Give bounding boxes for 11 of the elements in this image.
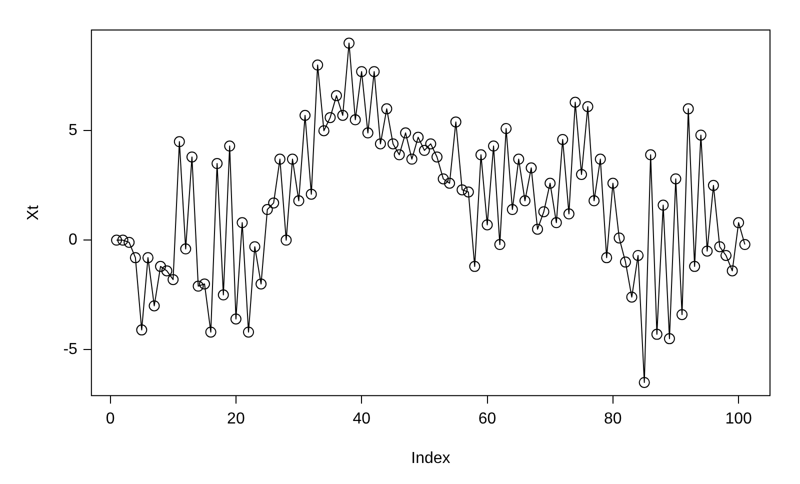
x-tick-label: 100 [725, 410, 752, 428]
y-tick-label: -5 [63, 341, 78, 358]
x-tick-label: 60 [478, 410, 496, 428]
x-tick-label: 20 [227, 410, 245, 428]
x-tick-label: 40 [352, 410, 371, 428]
x-tick-label: 80 [604, 410, 622, 428]
x-axis-title: Index [411, 450, 450, 467]
y-axis-title: Xt [25, 204, 42, 220]
x-tick-label: 0 [106, 410, 115, 428]
y-tick-label: 5 [68, 122, 78, 140]
y-tick-label: 0 [68, 232, 78, 249]
